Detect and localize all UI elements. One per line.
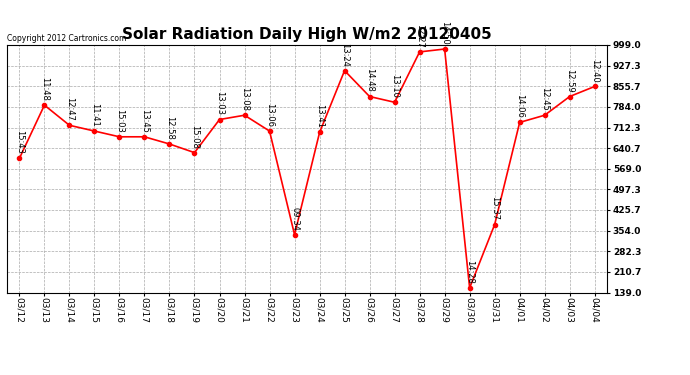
Text: 15:03: 15:03: [115, 109, 124, 133]
Text: 15:43: 15:43: [15, 130, 24, 154]
Text: 14:06: 14:06: [515, 94, 524, 118]
Text: 12:58: 12:58: [165, 116, 174, 140]
Text: 12:59: 12:59: [565, 69, 574, 92]
Text: 15:37: 15:37: [490, 196, 499, 220]
Text: Copyright 2012 Cartronics.com: Copyright 2012 Cartronics.com: [7, 33, 126, 42]
Text: 13:08: 13:08: [240, 87, 249, 111]
Text: 12:27: 12:27: [415, 24, 424, 48]
Text: 12:45: 12:45: [540, 87, 549, 111]
Text: 12:47: 12:47: [65, 97, 74, 121]
Text: 11:41: 11:41: [90, 103, 99, 127]
Text: 15:08: 15:08: [190, 124, 199, 148]
Text: 14:28: 14:28: [465, 260, 474, 284]
Text: 13:24: 13:24: [340, 43, 349, 66]
Text: 12:40: 12:40: [590, 58, 599, 82]
Text: 13:45: 13:45: [140, 109, 149, 133]
Text: 13:06: 13:06: [265, 103, 274, 127]
Text: 14:48: 14:48: [365, 69, 374, 92]
Text: 13:03: 13:03: [215, 92, 224, 116]
Title: Solar Radiation Daily High W/m2 20120405: Solar Radiation Daily High W/m2 20120405: [122, 27, 492, 42]
Text: 13:41: 13:41: [315, 105, 324, 128]
Text: 14:50: 14:50: [440, 21, 449, 45]
Text: 11:48: 11:48: [40, 77, 49, 101]
Text: 13:10: 13:10: [390, 74, 399, 98]
Text: 09:34: 09:34: [290, 207, 299, 231]
